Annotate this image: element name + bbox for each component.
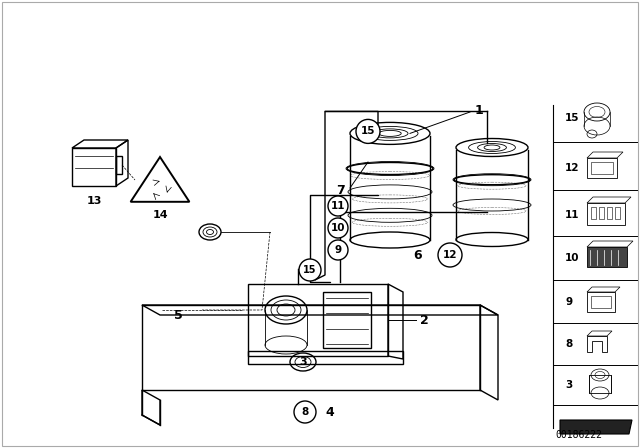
Bar (607, 207, 612, 219)
Bar (587, 292, 615, 312)
Text: 3: 3 (565, 380, 572, 390)
Text: 6: 6 (413, 249, 422, 262)
Text: 14: 14 (152, 210, 168, 220)
Text: 8: 8 (565, 339, 572, 349)
Text: 3: 3 (299, 357, 307, 367)
Bar (615, 207, 620, 219)
Circle shape (356, 120, 380, 143)
Text: 2: 2 (420, 314, 429, 327)
Text: 15: 15 (303, 265, 317, 275)
Bar (72, 148, 116, 186)
Circle shape (299, 259, 321, 281)
Bar (587, 203, 625, 225)
Text: 12: 12 (443, 250, 457, 260)
Bar (599, 207, 604, 219)
Text: 12: 12 (565, 163, 579, 173)
Circle shape (328, 218, 348, 238)
Bar (591, 207, 596, 219)
Text: 11: 11 (565, 210, 579, 220)
Circle shape (328, 240, 348, 260)
Circle shape (438, 243, 462, 267)
Text: 4: 4 (325, 405, 333, 418)
Circle shape (328, 196, 348, 216)
Circle shape (294, 401, 316, 423)
Bar (591, 162, 613, 174)
Bar (591, 296, 611, 308)
Text: 7: 7 (336, 184, 345, 197)
Text: 10: 10 (565, 253, 579, 263)
Bar (587, 158, 617, 178)
Text: 9: 9 (565, 297, 572, 307)
Text: 15: 15 (361, 126, 375, 136)
Text: 11: 11 (331, 201, 345, 211)
Text: 13: 13 (86, 196, 102, 206)
Text: 00186222: 00186222 (555, 430, 602, 440)
Text: 5: 5 (173, 309, 182, 322)
Text: 8: 8 (301, 407, 308, 417)
Bar (589, 375, 611, 393)
Text: 1: 1 (475, 103, 484, 116)
Bar (587, 247, 627, 267)
Bar (323, 292, 371, 348)
Bar (248, 284, 388, 356)
Text: 15: 15 (565, 113, 579, 123)
Text: 10: 10 (331, 223, 345, 233)
Polygon shape (560, 420, 632, 434)
Text: 9: 9 (335, 245, 342, 255)
